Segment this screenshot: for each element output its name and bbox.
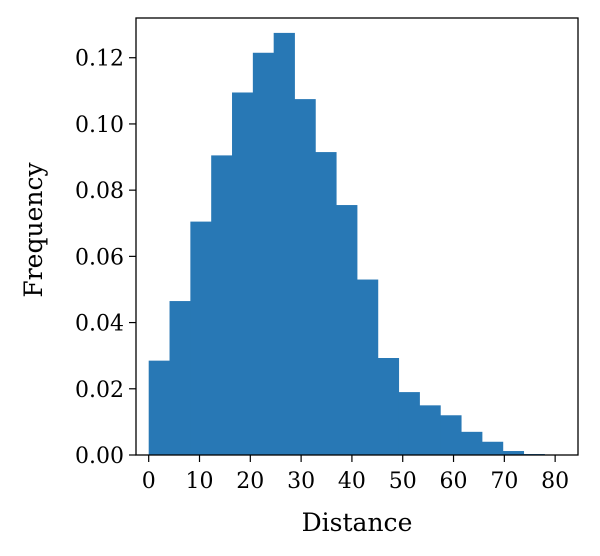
- x-tick-label: 30: [287, 469, 315, 494]
- x-tick-label: 70: [490, 469, 518, 494]
- histogram-bar: [440, 415, 462, 455]
- histogram-bar: [232, 92, 254, 455]
- histogram-bar: [315, 152, 337, 456]
- histogram-bar: [336, 205, 358, 455]
- histogram-bar: [398, 392, 420, 455]
- x-tick-label: 10: [186, 469, 214, 494]
- x-tick-label: 50: [389, 469, 417, 494]
- histogram-bar: [419, 405, 441, 455]
- x-axis-label: Distance: [302, 508, 413, 537]
- histogram-bar: [502, 451, 525, 455]
- y-axis-label: Frequency: [19, 162, 48, 298]
- y-tick-label: 0.00: [75, 444, 124, 469]
- histogram-bar: [190, 221, 212, 455]
- histogram-bar: [461, 431, 483, 455]
- x-tick-label: 0: [142, 469, 156, 494]
- y-tick-label: 0.12: [75, 47, 124, 72]
- y-tick-label: 0.08: [75, 179, 124, 204]
- histogram-bar: [377, 357, 400, 455]
- histogram-bar: [252, 52, 275, 456]
- histogram-bar: [294, 99, 316, 455]
- bars-group: [148, 32, 566, 456]
- histogram-bar: [211, 155, 233, 456]
- x-axis-ticks: 0 10 20 30 40 50 60 70 80: [142, 455, 569, 494]
- x-tick-label: 60: [440, 469, 468, 494]
- histogram-bar: [148, 360, 170, 455]
- y-tick-label: 0.10: [75, 113, 124, 138]
- histogram-bar: [481, 441, 504, 455]
- y-tick-label: 0.04: [75, 312, 124, 337]
- y-tick-label: 0.06: [75, 245, 124, 270]
- x-tick-label: 20: [236, 469, 264, 494]
- plot-frame: [135, 17, 579, 456]
- y-axis-ticks: 0.00 0.02 0.04 0.06 0.08 0.10 0.12: [75, 47, 136, 469]
- histogram-bar: [273, 32, 295, 455]
- histogram-bar: [169, 301, 191, 455]
- y-tick-label: 0.02: [75, 378, 124, 403]
- histogram-bar: [357, 279, 379, 455]
- x-tick-label: 40: [338, 469, 366, 494]
- x-tick-label: 80: [541, 469, 569, 494]
